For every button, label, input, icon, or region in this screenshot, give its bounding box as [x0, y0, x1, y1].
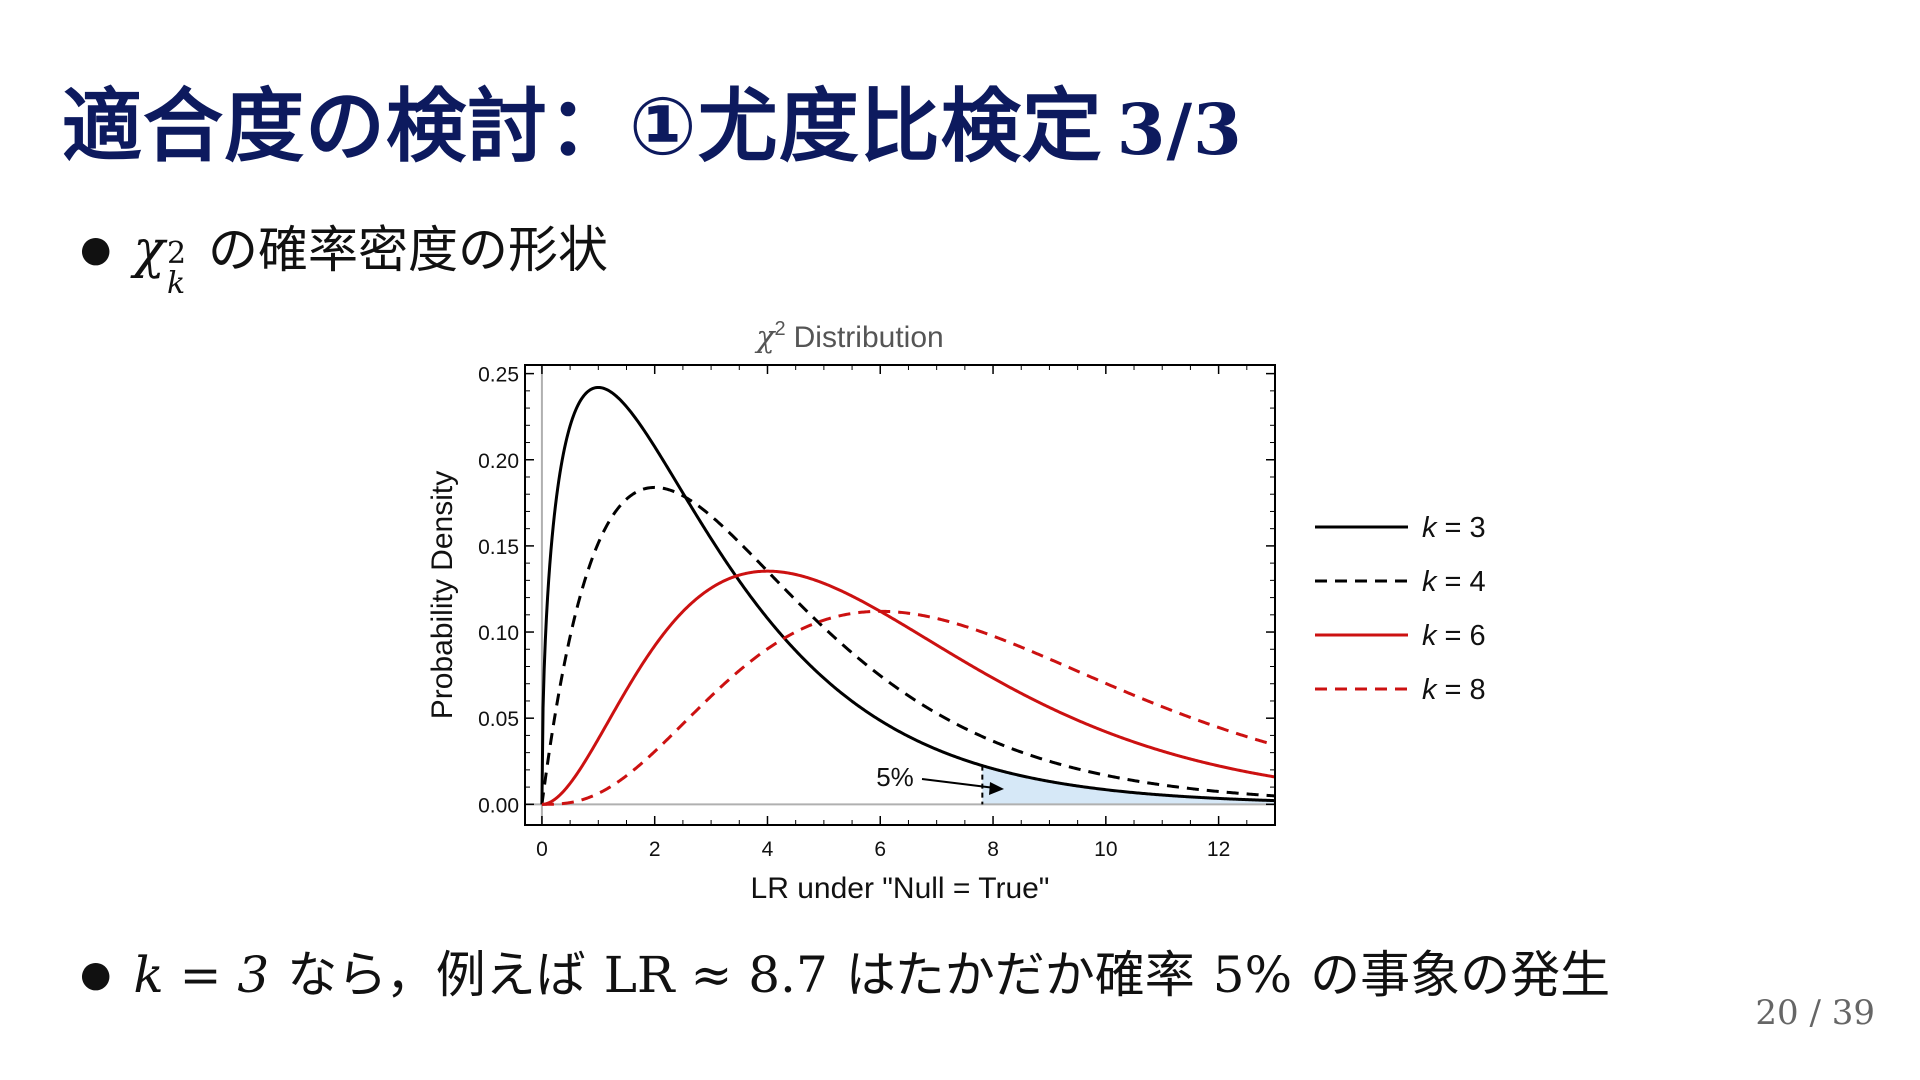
legend-label-value: = 4	[1437, 566, 1486, 598]
series-line-k6	[541, 569, 1276, 806]
bullet-dot: ●	[80, 229, 112, 270]
annotation-arrowhead	[989, 782, 1004, 795]
legend-label-var: k	[1422, 620, 1438, 652]
legend-label-k6: k = 6	[1422, 620, 1486, 652]
series-line-k4	[540, 485, 1276, 805]
y-tick-label: 0.05	[478, 708, 519, 731]
tail-area-shading	[982, 765, 1275, 805]
slide-title-text: 適合度の検討：①尤度比検定	[62, 80, 1103, 173]
x-axis-label: LR under "Null = True"	[751, 872, 1050, 905]
chi-superscript: 2	[166, 236, 187, 271]
chi-symbol: χ	[133, 220, 165, 280]
bullet-chi-density: ● χ 2 k の確率密度の形状	[80, 210, 608, 303]
x-tick-label: 12	[1207, 838, 1230, 861]
math-lr-approx: LR ≈ 8.7	[603, 946, 828, 1004]
x-tick-label: 8	[987, 838, 999, 861]
chart-title-symbol: χ	[754, 320, 776, 355]
series-line-k8	[541, 609, 1276, 806]
bullet2-text-1: なら，例えば	[287, 946, 586, 1004]
y-tick-label: 0.20	[478, 450, 519, 473]
legend-label-k3: k = 3	[1422, 512, 1486, 544]
legend-label-var: k	[1422, 566, 1438, 598]
x-tick-label: 4	[762, 838, 774, 861]
slide-title-part: 3/3	[1116, 88, 1243, 171]
math-five-percent: 5%	[1212, 946, 1293, 1004]
y-tick-label: 0.15	[478, 536, 519, 559]
chart-title-rest: Distribution	[794, 321, 944, 354]
x-tick-label: 2	[649, 838, 661, 861]
bullet1-text: の確率密度の形状	[208, 221, 609, 279]
bullet2-text-2: はたかだか確率	[845, 946, 1195, 1004]
chart-title: χ2 Distribution	[754, 318, 943, 355]
y-tick-label: 0.25	[478, 364, 519, 387]
chart-title-sup: 2	[775, 318, 786, 340]
legend-label-value: = 6	[1437, 620, 1486, 652]
series-line-k3	[540, 385, 1276, 805]
x-tick-label: 6	[874, 838, 886, 861]
legend-label-var: k	[1422, 674, 1438, 706]
y-tick-label: 0.10	[478, 622, 519, 645]
x-tick-label: 10	[1094, 838, 1117, 861]
legend-label-k8: k = 8	[1422, 674, 1486, 706]
plot-frame	[524, 364, 1276, 826]
math-k-equals-3: k = 3	[133, 946, 270, 1004]
bullet-likelihood-example: ● k = 3 なら，例えば LR ≈ 8.7 はたかだか確率 5% の事象の発…	[80, 935, 1610, 1007]
page-total: 39	[1831, 993, 1875, 1033]
chi-subscript: k	[166, 266, 186, 301]
slide-title: 適合度の検討：①尤度比検定 3/3	[62, 62, 1243, 178]
page-current: 20	[1755, 993, 1799, 1033]
annotation-arrow-line	[921, 778, 996, 789]
x-tick-label: 0	[536, 838, 548, 861]
bullet-dot: ●	[80, 954, 112, 995]
y-tick-label: 0.00	[478, 794, 519, 817]
chi-sup-sub: 2 k	[167, 239, 186, 299]
legend-label-value: = 3	[1437, 512, 1486, 544]
legend-label-value: = 8	[1437, 674, 1486, 706]
legend-label-k4: k = 4	[1422, 566, 1486, 598]
page-separator: /	[1809, 993, 1821, 1033]
legend-label-var: k	[1422, 512, 1438, 544]
bullet2-text-3: の事象の発生	[1310, 946, 1611, 1004]
tail-percent-label: 5%	[876, 762, 914, 792]
y-axis-label: Probability Density	[426, 471, 459, 719]
page-number: 20 / 39	[1755, 993, 1875, 1033]
